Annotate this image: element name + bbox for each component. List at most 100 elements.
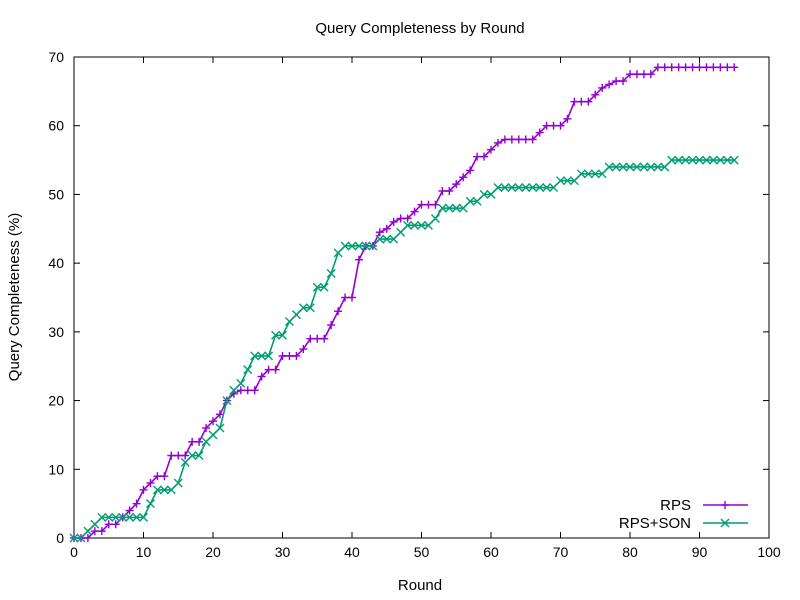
data-point-rps-son [139,512,148,522]
data-point-rps-son [562,176,572,186]
data-point-rps-son [257,351,267,361]
data-point-rps-son [437,203,447,213]
data-point-rps-son [368,241,378,251]
data-point-rps-son [722,155,732,165]
data-point-rps-son [688,155,698,165]
data-point-rps-son [298,303,308,313]
data-point-rps-son [444,203,454,213]
data-point-rps-son [271,330,281,340]
x-tick-label: 40 [344,544,360,560]
axis-tick-labels: 0 10 20 30 40 50 60 70 80 90 100 0 10 20 30 40 50 60 70 [48,49,780,560]
legend-label-rps-son: RPS+SON [619,515,691,532]
data-point-rps-son [319,282,329,292]
data-point-rps-son [604,162,614,172]
x-tick-label: 100 [757,544,781,560]
data-point-rps-son [597,169,607,179]
legend-label-rps: RPS [660,497,691,514]
data-point-rps-son [375,234,385,244]
data-point-rps-son [625,162,635,172]
data-point-rps-son [542,183,552,193]
data-point-rps-son [528,183,538,193]
y-tick-label: 0 [56,530,64,546]
data-point-rps-son [695,155,704,165]
data-point-rps-son [576,169,586,179]
x-tick-label: 20 [205,544,221,560]
data-point-rps-son [326,268,336,278]
x-tick-label: 90 [692,544,708,560]
data-point-rps-son [618,162,628,172]
data-point-rps-son [486,189,496,199]
data-point-rps-son [507,183,517,193]
y-tick-label: 70 [48,49,64,65]
data-point-rps-son [569,176,579,186]
data-point-rps-son [514,183,524,193]
data-point-rps-son [403,220,413,230]
data-point-rps-son [159,485,169,495]
data-point-rps-son [83,526,93,536]
legend-marker-rps-son [720,518,730,528]
data-point-rps-son [305,303,315,313]
data-point-rps-son [229,385,239,395]
data-point-rps-son [278,330,287,340]
data-point-rps-son [69,533,79,543]
data-point-rps-son [382,234,392,244]
data-point-rps-son [333,248,343,258]
data-point-rps-son [361,241,371,251]
x-tick-label: 60 [483,544,499,560]
data-point-rps-son [194,451,204,461]
x-tick-label: 80 [622,544,638,560]
data-point-rps-son [104,512,114,522]
x-tick-label: 10 [136,544,152,560]
data-point-rps-son [583,169,593,179]
data-point-rps-son [222,396,232,406]
chart-title: Query Completeness by Round [315,20,524,37]
x-axis-label: Round [398,577,442,594]
y-tick-label: 10 [48,461,64,477]
data-point-rps-son [458,203,468,213]
data-point-rps-son [660,162,670,172]
data-point-rps-son [681,155,691,165]
data-point-rps-son [132,512,142,522]
data-point-rps-son [236,378,246,388]
data-point-rps-son [389,234,399,244]
data-point-rps-son [417,220,426,230]
data-point-rps-son [674,155,684,165]
y-tick-label: 40 [48,255,64,271]
y-tick-label: 60 [48,118,64,134]
data-point-rps-son [729,155,739,165]
x-tick-label: 0 [70,544,78,560]
data-point-rps-son [284,317,294,327]
series-rps [70,63,739,542]
data-point-rps-son [354,241,364,251]
data-point-rps-son [180,457,190,467]
data-point-rps-son [201,437,211,447]
data-point-rps-son [493,183,503,193]
data-point-rps-son [118,512,128,522]
data-point-rps-son [521,183,531,193]
data-point-rps-son [535,183,545,193]
data-point-rps-son [340,241,350,251]
data-point-rps-son [632,162,642,172]
data-point-rps-son [166,485,176,495]
data-point-rps-son [611,162,621,172]
data-point-rps-son [76,533,86,543]
data-point-rps-son [152,485,162,495]
data-point-rps-son [208,430,218,440]
data-point-rps-son [479,189,489,199]
data-point-rps-son [500,183,510,193]
x-tick-label: 70 [553,544,569,560]
x-tick-label: 30 [275,544,291,560]
data-point-rps-son [639,162,649,172]
data-point-rps-son [111,512,121,522]
data-point-rps-son [145,499,155,509]
data-point-rps-son [646,162,656,172]
data-point-rps-son [465,196,475,206]
data-point-rps-son [451,203,461,213]
data-point-rps-son [215,423,225,433]
series-rps-son [69,155,739,543]
data-point-rps-son [97,512,107,522]
data-point-rps-son [410,220,420,230]
data-point-rps-son [708,155,718,165]
y-tick-label: 50 [48,186,64,202]
